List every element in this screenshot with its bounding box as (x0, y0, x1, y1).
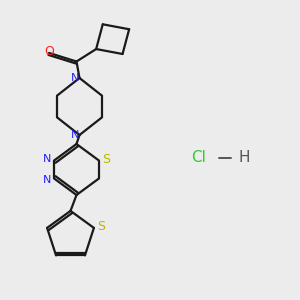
Text: Cl: Cl (190, 150, 206, 165)
Text: S: S (102, 153, 110, 166)
Text: H: H (238, 150, 250, 165)
Text: O: O (44, 45, 54, 58)
Text: S: S (97, 220, 105, 233)
Text: N: N (43, 175, 51, 184)
Text: N: N (70, 73, 79, 83)
Text: N: N (70, 130, 79, 140)
Text: N: N (43, 154, 51, 164)
